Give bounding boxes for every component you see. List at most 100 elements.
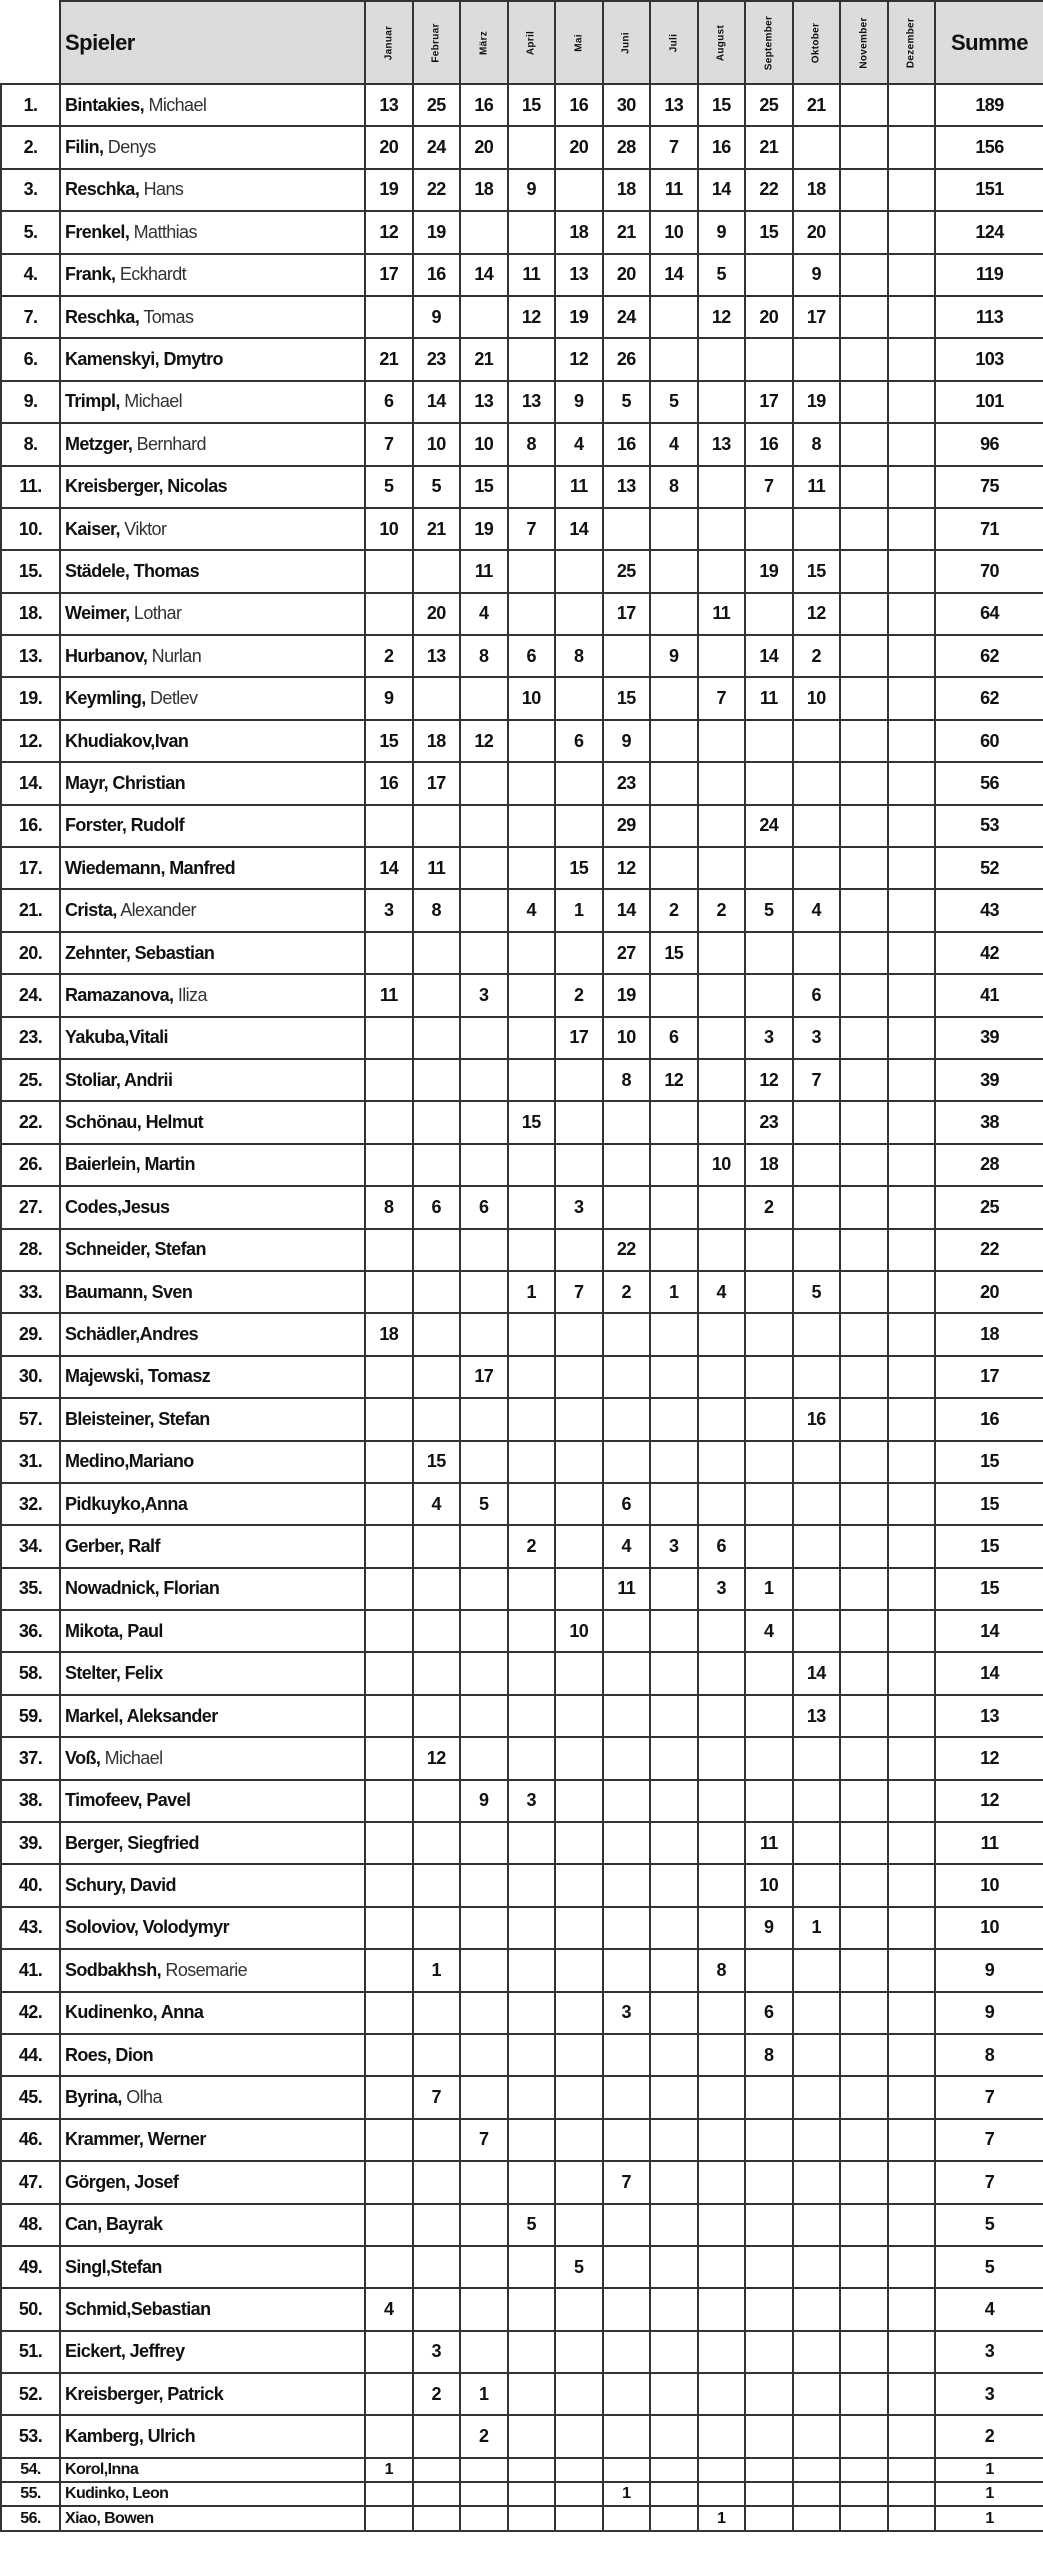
month-points-cell bbox=[886, 1354, 936, 1400]
month-points-cell: 8 bbox=[554, 634, 604, 679]
table-row: 50. Schmid,Sebastian 4 4 bbox=[0, 2287, 1043, 2332]
sum-cell: 43 bbox=[934, 888, 1043, 933]
rank-cell: 36. bbox=[0, 1609, 61, 1654]
month-points-cell bbox=[601, 634, 651, 679]
sum-cell: 8 bbox=[934, 2032, 1043, 2078]
month-points-cell bbox=[506, 549, 556, 594]
month-points-cell bbox=[506, 1185, 556, 1230]
sum-cell: 70 bbox=[934, 549, 1043, 594]
month-points-cell: 8 bbox=[459, 634, 509, 679]
month-points-cell bbox=[696, 1651, 746, 1696]
player-given-name: Sebastian bbox=[130, 942, 215, 963]
month-points-cell: 11 bbox=[791, 464, 841, 509]
month-points-cell: 6 bbox=[601, 1481, 651, 1527]
month-points-cell: 14 bbox=[459, 252, 509, 297]
month-points-cell bbox=[886, 803, 936, 849]
month-points-cell bbox=[696, 2456, 746, 2484]
month-points-cell bbox=[364, 1481, 414, 1527]
month-header: Juni bbox=[601, 0, 651, 85]
player-given-name: Iliza bbox=[173, 984, 208, 1005]
table-row: 13. Hurbanov, Nurlan 2 13 8 6 8 9 14 2 62 bbox=[0, 634, 1043, 679]
player-given-name: Michael bbox=[144, 94, 207, 115]
month-points-cell bbox=[839, 1397, 889, 1442]
month-points-cell bbox=[506, 1481, 556, 1527]
month-points-cell bbox=[364, 1227, 414, 1272]
month-points-cell: 4 bbox=[601, 1524, 651, 1569]
month-points-cell: 7 bbox=[411, 2075, 461, 2120]
month-points-cell: 19 bbox=[554, 294, 604, 340]
month-points-cell bbox=[601, 2032, 651, 2078]
month-points-cell bbox=[506, 2505, 556, 2532]
player-surname: Reschka, bbox=[65, 306, 140, 327]
rank-cell: 54. bbox=[0, 2456, 61, 2484]
month-points-cell: 18 bbox=[601, 167, 651, 213]
table-row: 42. Kudinenko, Anna 3 6 9 bbox=[0, 1990, 1043, 2035]
month-points-cell bbox=[506, 2329, 556, 2375]
month-points-cell bbox=[601, 1312, 651, 1357]
month-points-cell: 2 bbox=[364, 634, 414, 679]
month-points-cell bbox=[886, 1821, 936, 1866]
player-given-name: Inna bbox=[107, 2461, 139, 2479]
player-name-cell: Baierlein, Martin bbox=[59, 1142, 366, 1188]
month-points-cell bbox=[506, 464, 556, 509]
player-given-name: Josef bbox=[129, 2171, 179, 2192]
month-points-cell bbox=[886, 2075, 936, 2120]
table-row: 52. Kreisberger, Patrick 2 1 3 bbox=[0, 2372, 1043, 2417]
rank-cell: 42. bbox=[0, 1990, 61, 2035]
sum-cell: 101 bbox=[934, 379, 1043, 425]
month-points-cell: 9 bbox=[364, 676, 414, 721]
player-name-cell: Timofeev, Pavel bbox=[59, 1778, 366, 1824]
sum-header: Summe bbox=[934, 0, 1043, 85]
month-points-cell bbox=[839, 2287, 889, 2332]
month-points-cell bbox=[886, 1566, 936, 1612]
month-points-cell bbox=[696, 2160, 746, 2205]
month-points-cell: 14 bbox=[649, 252, 699, 297]
sum-cell: 189 bbox=[934, 82, 1043, 128]
month-points-cell: 3 bbox=[744, 1015, 794, 1060]
rank-cell: 48. bbox=[0, 2202, 61, 2247]
month-points-cell bbox=[411, 1566, 461, 1612]
month-points-cell bbox=[886, 2244, 936, 2290]
month-points-cell: 23 bbox=[744, 1100, 794, 1145]
month-points-cell bbox=[364, 1100, 414, 1145]
month-points-cell bbox=[696, 718, 746, 764]
month-points-cell: 12 bbox=[601, 846, 651, 891]
month-points-cell: 9 bbox=[554, 379, 604, 425]
month-points-cell: 6 bbox=[506, 634, 556, 679]
player-name-cell: Kaiser, Viktor bbox=[59, 506, 366, 552]
month-points-cell bbox=[411, 676, 461, 721]
month-points-cell: 13 bbox=[459, 379, 509, 425]
month-points-cell bbox=[696, 1905, 746, 1951]
month-points-cell bbox=[554, 2075, 604, 2120]
month-points-cell: 16 bbox=[364, 761, 414, 806]
month-points-cell bbox=[839, 2075, 889, 2120]
table-row: 45. Byrina, Olha 7 7 bbox=[0, 2075, 1043, 2120]
sum-cell: 119 bbox=[934, 252, 1043, 297]
player-surname: Bintakies, bbox=[65, 94, 145, 115]
month-points-cell bbox=[601, 2075, 651, 2120]
month-points-cell bbox=[744, 2160, 794, 2205]
month-points-cell bbox=[554, 1863, 604, 1908]
month-points-cell bbox=[791, 2414, 841, 2459]
month-points-cell: 9 bbox=[696, 210, 746, 255]
month-points-cell: 1 bbox=[649, 1269, 699, 1315]
player-name-cell: Trimpl, Michael bbox=[59, 379, 366, 425]
month-points-cell bbox=[839, 1905, 889, 1951]
rank-cell: 49. bbox=[0, 2244, 61, 2290]
table-row: 54. Korol,Inna 1 1 bbox=[0, 2456, 1043, 2484]
player-name-cell: Bleisteiner, Stefan bbox=[59, 1397, 366, 1442]
month-header-label: Mai bbox=[573, 33, 585, 52]
player-name-cell: Ramazanova, Iliza bbox=[59, 973, 366, 1018]
month-points-cell bbox=[364, 1015, 414, 1060]
month-points-cell bbox=[696, 1609, 746, 1654]
month-points-cell: 6 bbox=[459, 1185, 509, 1230]
player-surname: Kamberg, bbox=[65, 2426, 144, 2447]
player-surname: Städele, bbox=[65, 560, 130, 581]
month-header: April bbox=[506, 0, 556, 85]
month-points-cell: 1 bbox=[601, 2481, 651, 2508]
month-points-cell bbox=[744, 1269, 794, 1315]
month-points-cell bbox=[554, 1439, 604, 1484]
month-points-cell bbox=[364, 1609, 414, 1654]
month-points-cell bbox=[839, 167, 889, 213]
player-surname: Mayr, bbox=[65, 772, 109, 793]
